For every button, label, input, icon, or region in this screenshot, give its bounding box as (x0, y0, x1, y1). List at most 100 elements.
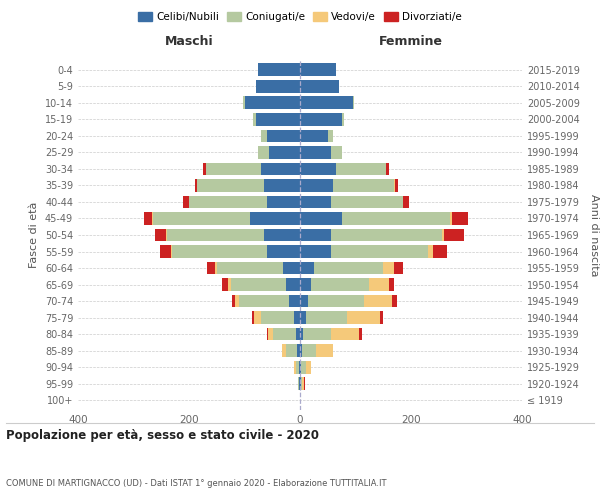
Bar (167, 228, 264, 241)
Bar (252, 311, 254, 324)
Bar (433, 245, 447, 258)
Text: Femmine: Femmine (379, 36, 443, 49)
Bar (300, 262, 314, 274)
Bar (194, 179, 197, 192)
Bar (245, 96, 300, 110)
Bar (267, 245, 300, 258)
Bar (153, 212, 250, 225)
Bar (170, 245, 172, 258)
Bar (295, 360, 296, 374)
Bar (197, 179, 264, 192)
Bar (336, 162, 386, 175)
Bar (331, 146, 341, 159)
Legend: Celibi/Nubili, Coniugati/e, Vedovi/e, Divorziati/e: Celibi/Nubili, Coniugati/e, Vedovi/e, Di… (134, 8, 466, 26)
Bar (296, 328, 300, 340)
Bar (331, 228, 442, 241)
Bar (239, 294, 289, 308)
Bar (300, 328, 304, 340)
Bar (244, 96, 245, 110)
Bar (259, 146, 269, 159)
Bar (445, 228, 464, 241)
Bar (302, 344, 316, 357)
Bar (217, 262, 283, 274)
Bar (267, 328, 268, 340)
Bar (300, 146, 331, 159)
Bar (395, 179, 398, 192)
Text: COMUNE DI MARTIGNACCO (UD) - Dati ISTAT 1° gennaio 2020 - Elaborazione TUTTITALI: COMUNE DI MARTIGNACCO (UD) - Dati ISTAT … (6, 478, 386, 488)
Bar (261, 162, 300, 175)
Bar (353, 96, 354, 110)
Bar (286, 344, 297, 357)
Bar (308, 294, 364, 308)
Bar (452, 212, 468, 225)
Bar (295, 311, 300, 324)
Bar (314, 262, 383, 274)
Bar (300, 130, 328, 142)
Bar (283, 262, 300, 274)
Y-axis label: Anni di nascita: Anni di nascita (589, 194, 599, 276)
Text: Maschi: Maschi (164, 36, 214, 49)
Bar (296, 360, 299, 374)
Bar (316, 344, 333, 357)
Bar (267, 130, 300, 142)
Bar (334, 179, 394, 192)
Bar (235, 294, 239, 308)
Bar (256, 113, 300, 126)
Bar (223, 278, 228, 291)
Bar (383, 262, 394, 274)
Bar (184, 196, 189, 208)
Bar (166, 228, 167, 241)
Bar (281, 344, 286, 357)
Bar (172, 245, 267, 258)
Bar (298, 377, 299, 390)
Bar (259, 64, 300, 76)
Bar (274, 328, 296, 340)
Bar (302, 377, 304, 390)
Bar (304, 377, 305, 390)
Bar (286, 278, 300, 291)
Bar (347, 311, 380, 324)
Bar (428, 245, 433, 258)
Bar (232, 294, 235, 308)
Bar (300, 179, 334, 192)
Bar (300, 278, 311, 291)
Bar (341, 113, 344, 126)
Bar (268, 328, 274, 340)
Bar (144, 212, 152, 225)
Y-axis label: Fasce di età: Fasce di età (29, 202, 39, 268)
Bar (442, 228, 445, 241)
Bar (289, 294, 300, 308)
Bar (300, 96, 353, 110)
Bar (300, 245, 331, 258)
Bar (301, 377, 302, 390)
Bar (305, 311, 347, 324)
Bar (160, 245, 170, 258)
Bar (359, 328, 362, 340)
Bar (300, 360, 301, 374)
Bar (228, 278, 230, 291)
Bar (300, 294, 308, 308)
Bar (392, 294, 397, 308)
Bar (341, 212, 450, 225)
Bar (300, 113, 341, 126)
Bar (250, 212, 300, 225)
Bar (297, 344, 300, 357)
Bar (300, 344, 302, 357)
Text: Popolazione per età, sesso e stato civile - 2020: Popolazione per età, sesso e stato civil… (6, 430, 319, 442)
Bar (331, 328, 359, 340)
Bar (311, 278, 370, 291)
Bar (300, 212, 341, 225)
Bar (203, 162, 206, 175)
Bar (331, 245, 428, 258)
Bar (370, 278, 389, 291)
Bar (261, 130, 267, 142)
Bar (331, 196, 403, 208)
Bar (394, 262, 403, 274)
Bar (380, 311, 383, 324)
Bar (261, 311, 295, 324)
Bar (267, 196, 300, 208)
Bar (264, 179, 300, 192)
Bar (269, 146, 300, 159)
Bar (300, 311, 305, 324)
Bar (215, 262, 217, 274)
